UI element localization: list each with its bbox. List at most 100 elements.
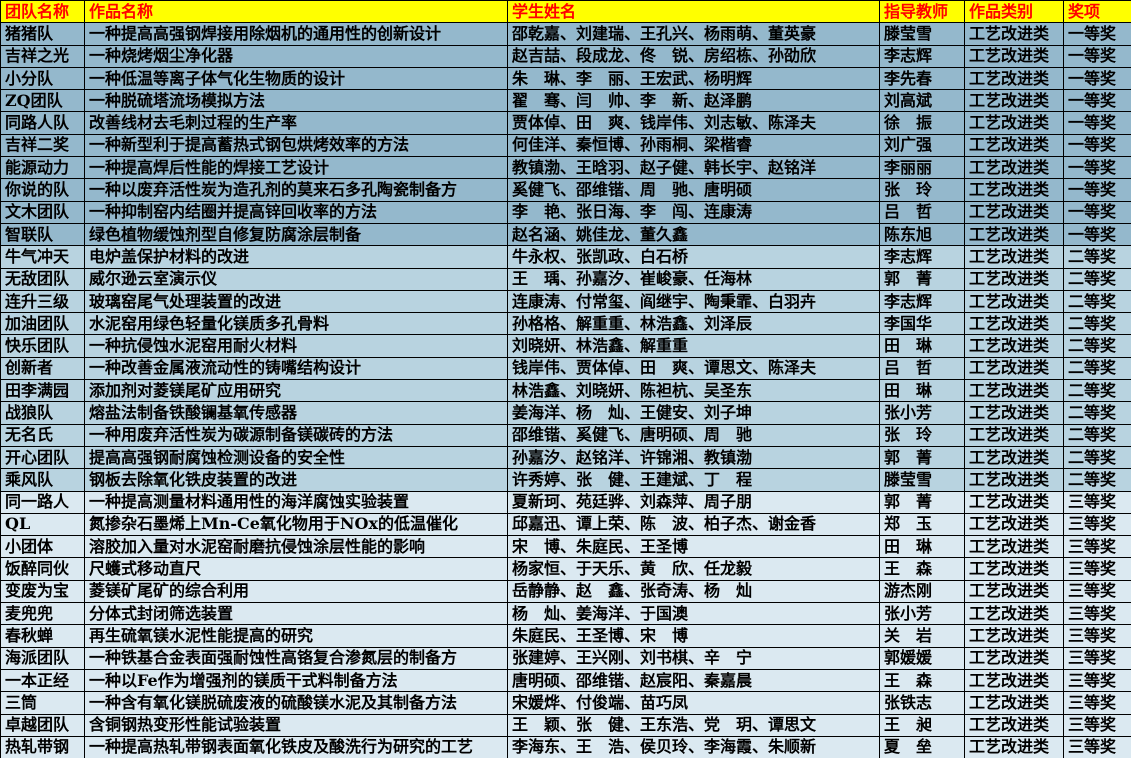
table-cell: 一种抑制窑内结圈并提高锌回收率的方法 — [84, 200, 508, 224]
table-row: 无敌团队 威尔逊云室演示仪王 瑀、孙嘉汐、崔峻豪、任海林郭 菁工艺改进类 二等奖 — [0, 267, 1131, 291]
table-cell: 二等奖 — [1063, 423, 1131, 447]
table-cell: 关 岩 — [879, 624, 965, 648]
table-cell: 邱嘉迅、谭上荣、陈 波、柏子杰、谢金香 — [507, 512, 880, 537]
table-row: 能源动力 一种提高焊后性能的焊接工艺设计 教镇渤、王晗羽、赵子健、韩长宇、赵铭洋 李丽… — [0, 156, 1131, 180]
header-row: 团队名称 作品名称 学生姓名 指导教师 作品类别 奖项 — [0, 0, 1131, 24]
table-cell: 三等奖 — [1063, 624, 1131, 648]
table-cell: 工艺改进类 — [964, 289, 1064, 314]
table-cell: 刘晓妍、林浩鑫、解重重 — [507, 334, 880, 358]
table-cell: 朱 琳、李 丽、王宏武、杨明辉 — [507, 66, 880, 91]
table-cell: 吉祥二奖 — [0, 133, 85, 158]
table-cell: 氮掺杂石墨烯上Mn-Ce氧化物用于NOx的低温催化 — [84, 512, 508, 537]
table-cell: 三等奖 — [1063, 691, 1131, 715]
table-cell: 一种以Fe作为增强剂的镁质干式料制备方法 — [84, 668, 508, 693]
table-cell: 牛永权、张凯政、白石桥 — [507, 245, 880, 269]
table-cell: 一种提高热轧带钢表面氧化铁皮及酸洗行为研究的工艺 — [84, 735, 508, 758]
table-row: 智联队 绿色植物缓蚀剂型自修复防腐涂层制备 赵名涵、姚佳龙、董久鑫 陈东旭 工艺改进类一… — [0, 222, 1131, 247]
table-cell: 二等奖 — [1063, 356, 1131, 381]
table-cell: 牛气冲天 — [0, 245, 85, 269]
table-cell: 钢板去除氧化铁皮装置的改进 — [84, 468, 508, 492]
table-cell: 李海东、王 浩、侯贝玲、李海霞、朱顺新 — [507, 735, 880, 758]
table-cell: 徐 振 — [879, 111, 965, 135]
table-cell: 创新者 — [0, 356, 85, 381]
table-cell: 乘风队 — [0, 468, 85, 492]
table-cell: 工艺改进类 — [964, 111, 1064, 135]
table-cell: 工艺改进类 — [964, 156, 1064, 180]
table-cell: 一等奖 — [1063, 111, 1131, 135]
table-row: 你说的队 一种以废弃活性炭为造孔剂的莫来石多孔陶瓷制备方 奚健飞、邵维锴、周 驰、唐… — [0, 178, 1131, 202]
table-cell: 工艺改进类 — [964, 401, 1064, 425]
table-cell: 郭媛媛 — [879, 646, 965, 670]
table-cell: 工艺改进类 — [964, 22, 1064, 46]
table-row: 乘风队 钢板去除氧化铁皮装置的改进 许秀婷、张 健、王建斌、丁 程滕莹雪 工艺改进类二… — [0, 468, 1131, 492]
table-cell: 工艺改进类 — [964, 579, 1064, 604]
table-cell: 工艺改进类 — [964, 557, 1064, 581]
table-cell: 三等奖 — [1063, 535, 1131, 559]
table-cell: 一种提高测量材料通用性的海洋腐蚀实验装置 — [84, 490, 508, 514]
table-row: 海派团队 一种铁基合金表面强耐蚀性高铬复合渗氮层的制备方 张建婷、王兴刚、刘书棋、辛… — [0, 646, 1131, 670]
table-cell: 陈东旭 — [879, 222, 965, 247]
table-cell: QL — [0, 512, 85, 537]
table-cell: 二等奖 — [1063, 445, 1131, 470]
table-cell: 玻璃窑尾气处理装置的改进 — [84, 289, 508, 314]
table-row: 连升三级 玻璃窑尾气处理装置的改进 连康涛、付常玺、阎继宇、陶秉霏、白羽卉 李志辉 工艺… — [0, 289, 1131, 314]
table-cell: 邵乾嘉、刘建瑞、王孔兴、杨雨萌、董英豪 — [507, 22, 880, 46]
table-cell: 改善线材去毛刺过程的生产率 — [84, 111, 508, 135]
table-cell: 一本正经 — [0, 668, 85, 693]
table-cell: 加油团队 — [0, 312, 85, 336]
table-cell: 熔盐法制备铁酸镧基氧传感器 — [84, 401, 508, 425]
table-row: QL 氮掺杂石墨烯上Mn-Ce氧化物用于NOx的低温催化 邱嘉迅、谭上荣、陈 波、柏… — [0, 512, 1131, 537]
table-cell: 李志辉 — [879, 245, 965, 269]
table-cell: 工艺改进类 — [964, 245, 1064, 269]
table-row: 开心团队 提高高强钢耐腐蚀检测设备的安全性 孙嘉汐、赵铭洋、许锦湘、教镇渤郭 菁工艺… — [0, 445, 1131, 470]
table-cell: 工艺改进类 — [964, 222, 1064, 247]
table-cell: 一等奖 — [1063, 66, 1131, 91]
table-cell: 提高高强钢耐腐蚀检测设备的安全性 — [84, 445, 508, 470]
table-cell: 钱岸伟、贾体倬、田 爽、谭思文、陈泽夫 — [507, 356, 880, 381]
table-cell: 工艺改进类 — [964, 624, 1064, 648]
table-row: 饭醉同伙 尺蠖式移动直尺 杨家恒、于天乐、黄 欣、任龙毅王 森工艺改进类 三等奖 — [0, 557, 1131, 581]
table-cell: 王 森 — [879, 557, 965, 581]
table-cell: 无敌团队 — [0, 267, 85, 291]
table-cell: 一等奖 — [1063, 156, 1131, 180]
table-cell: 二等奖 — [1063, 267, 1131, 291]
table-cell: 一种提高高强钢焊接用除烟机的通用性的创新设计 — [84, 22, 508, 46]
table-cell: 一等奖 — [1063, 44, 1131, 68]
table-cell: 含铜钢热变形性能试验装置 — [84, 713, 508, 737]
table-cell: 李先春 — [879, 66, 965, 91]
table-row: 吉祥之光 一种烧烤烟尘净化器 赵吉喆、段成龙、佟 锐、房绍栋、孙劭欣 李志辉 工艺改进类… — [0, 44, 1131, 68]
table-cell: 二等奖 — [1063, 312, 1131, 336]
table-row: 变废为宝 菱镁矿尾矿的综合利用 岳静静、赵 鑫、张奇涛、杨 灿游杰刚 工艺改进类 三等奖 — [0, 579, 1131, 604]
table-cell: 工艺改进类 — [964, 735, 1064, 758]
table-cell: 一种新型利于提高蓄热式钢包烘烤效率的方法 — [84, 133, 508, 158]
table-cell: 一种含有氧化镁脱硫废液的硫酸镁水泥及其制备方法 — [84, 691, 508, 715]
table-cell: 绿色植物缓蚀剂型自修复防腐涂层制备 — [84, 222, 508, 247]
table-cell: 夏新珂、苑廷骅、刘森萍、周子朋 — [507, 490, 880, 514]
table-row: 猪猪队 一种提高高强钢焊接用除烟机的通用性的创新设计 邵乾嘉、刘建瑞、王孔兴、杨雨萌… — [0, 22, 1131, 46]
table-cell: 刘高斌 — [879, 89, 965, 113]
table-cell: 一等奖 — [1063, 200, 1131, 224]
table-row: 同路人队 改善线材去毛刺过程的生产率 贾体倬、田 爽、钱岸伟、刘志敏、陈泽夫徐 振工… — [0, 111, 1131, 135]
header-cell: 作品类别 — [964, 0, 1064, 24]
table-cell: 你说的队 — [0, 178, 85, 202]
table-cell: 田 琳 — [879, 379, 965, 403]
table-row: 卓越团队 含铜钢热变形性能试验装置王 颖、张 健、王东浩、党 玥、谭思文王 昶工艺… — [0, 713, 1131, 737]
table-row: 热轧带钢 一种提高热轧带钢表面氧化铁皮及酸洗行为研究的工艺 李海东、王 浩、侯贝玲、… — [0, 735, 1131, 758]
table-cell: 工艺改进类 — [964, 356, 1064, 381]
table-row: 牛气冲天 电炉盖保护材料的改进 牛永权、张凯政、白石桥 李志辉 工艺改进类 二等奖 — [0, 245, 1131, 269]
table-cell: 赵吉喆、段成龙、佟 锐、房绍栋、孙劭欣 — [507, 44, 880, 68]
table-cell: 贾体倬、田 爽、钱岸伟、刘志敏、陈泽夫 — [507, 111, 880, 135]
table-cell: 王 颖、张 健、王东浩、党 玥、谭思文 — [507, 713, 880, 737]
table-cell: 卓越团队 — [0, 713, 85, 737]
table-cell: 一等奖 — [1063, 22, 1131, 46]
table-cell: 菱镁矿尾矿的综合利用 — [84, 579, 508, 604]
table-cell: 夏 垒 — [879, 735, 965, 758]
table-cell: 一种抗侵蚀水泥窑用耐火材料 — [84, 334, 508, 358]
table-cell: ZQ团队 — [0, 89, 85, 113]
table-cell: 工艺改进类 — [964, 445, 1064, 470]
table-cell: 一种改善金属液流动性的铸嘴结构设计 — [84, 356, 508, 381]
table-row: 三筒 一种含有氧化镁脱硫废液的硫酸镁水泥及其制备方法 宋媛烨、付俊端、苗巧凤 张铁志工… — [0, 691, 1131, 715]
table-cell: 同路人队 — [0, 111, 85, 135]
table-cell: 李 艳、张日海、李 闯、连康涛 — [507, 200, 880, 224]
